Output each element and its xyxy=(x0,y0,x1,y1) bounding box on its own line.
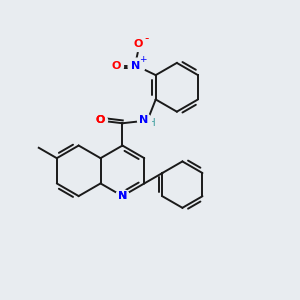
Text: O: O xyxy=(112,61,121,70)
Text: N: N xyxy=(139,115,148,125)
Text: O: O xyxy=(95,115,105,125)
Text: +: + xyxy=(139,55,147,64)
Text: N: N xyxy=(118,191,127,201)
Text: O: O xyxy=(134,39,143,49)
Text: N: N xyxy=(118,191,127,201)
Text: H: H xyxy=(148,118,156,128)
Text: O: O xyxy=(95,115,105,125)
Text: -: - xyxy=(145,32,149,45)
Text: N: N xyxy=(131,61,140,70)
